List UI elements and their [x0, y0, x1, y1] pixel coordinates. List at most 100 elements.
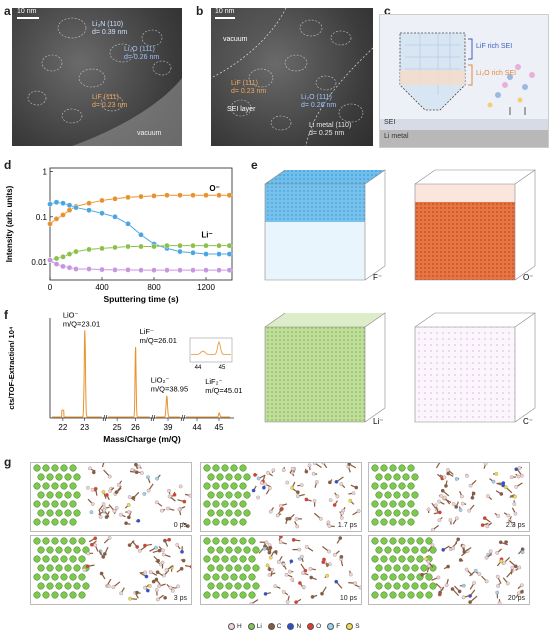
atom — [151, 579, 156, 584]
li-atom — [243, 491, 251, 499]
x-tick-label-d: 1200 — [197, 283, 215, 292]
atom — [348, 572, 353, 577]
li-atom — [402, 564, 410, 572]
atom — [82, 567, 87, 572]
atom — [131, 496, 136, 500]
atom — [451, 546, 456, 550]
data-point-d — [177, 267, 183, 273]
atom — [427, 564, 431, 568]
peak-label-f: LiF₂⁻ — [205, 377, 222, 386]
li-atom — [225, 564, 233, 572]
panel-label-f: f — [4, 308, 8, 322]
atom — [186, 524, 190, 528]
axis-break-f: // — [103, 414, 108, 423]
data-point-d — [125, 220, 131, 227]
li-atom — [51, 482, 59, 490]
li-atom — [42, 500, 50, 508]
box-label-c: C⁻ — [523, 417, 533, 426]
atom — [259, 481, 264, 485]
atom — [102, 508, 107, 513]
data-point-d — [60, 263, 66, 270]
atom — [127, 543, 132, 548]
li-atom — [393, 582, 401, 590]
li-atom — [51, 537, 59, 545]
chart-tof-depth-profile: 0 400 800 1200 0.01 0.1 1 Sputtering time (s) In… — [5, 168, 233, 304]
atom — [511, 522, 516, 526]
atom — [433, 503, 438, 508]
x-tick-label-f: 25 — [113, 423, 122, 432]
atom — [457, 589, 462, 594]
atom — [484, 555, 489, 560]
atom — [178, 484, 183, 489]
legend-label: F — [336, 623, 341, 630]
tem-image-b: 10 nm vacuum LiF (111) d= 0.23 nm Li₂O (… — [211, 8, 373, 146]
atom — [300, 554, 304, 559]
atom — [86, 485, 90, 490]
li-atom — [384, 473, 392, 481]
atom — [460, 494, 464, 499]
atom — [105, 493, 109, 497]
li-atom — [429, 582, 437, 590]
li-atom — [216, 546, 224, 554]
li-atom — [60, 573, 68, 581]
atom — [304, 497, 309, 502]
li-atom — [221, 500, 229, 508]
atom — [299, 483, 304, 488]
li-atom — [46, 491, 54, 499]
md-snapshot: 0 ps — [30, 462, 192, 532]
legend-dot — [287, 623, 295, 630]
data-point-d — [47, 201, 53, 207]
atom — [175, 543, 180, 547]
atom — [161, 548, 165, 553]
data-point-d — [47, 257, 53, 263]
li-atom — [425, 591, 433, 599]
md-snapshot: 1.7 ps — [200, 462, 362, 532]
li-atom — [411, 473, 419, 481]
data-point-d — [177, 192, 183, 199]
atom — [155, 570, 160, 575]
li-atom — [51, 464, 59, 472]
atom — [503, 485, 508, 490]
li-atom — [380, 555, 388, 563]
li-atom — [393, 546, 401, 554]
atom — [473, 568, 478, 573]
atom — [270, 567, 275, 572]
li-atom — [407, 482, 415, 490]
legend-label: Li — [256, 623, 262, 630]
data-point-d — [86, 246, 92, 253]
data-point-d — [60, 200, 66, 206]
li-atom — [411, 582, 419, 590]
atom — [307, 463, 312, 468]
li-atom — [230, 464, 238, 472]
atom — [517, 591, 521, 596]
data-point-d — [177, 242, 183, 249]
li-atom — [407, 518, 415, 526]
atom — [442, 495, 447, 500]
data-point-d — [151, 267, 157, 273]
li-atom — [216, 582, 224, 590]
li-atom — [230, 500, 238, 508]
li-atom — [243, 582, 251, 590]
li-atom — [51, 591, 59, 599]
li-atom — [42, 573, 50, 581]
atom — [163, 595, 167, 600]
atom — [114, 506, 119, 510]
atom — [468, 600, 472, 604]
li-atom — [420, 564, 428, 572]
panel-label-a: a — [4, 4, 11, 18]
atom — [116, 483, 121, 487]
atom — [295, 494, 300, 499]
md-snapshot-drawing — [371, 537, 525, 604]
legend-dot — [267, 623, 275, 630]
atom — [448, 518, 453, 522]
data-point-d — [151, 243, 157, 250]
atom — [514, 485, 519, 489]
li-atom — [239, 464, 247, 472]
atom — [424, 556, 429, 561]
atom — [513, 511, 518, 516]
atom — [265, 563, 270, 568]
atom — [304, 545, 309, 549]
li-atom — [230, 537, 238, 545]
atom — [340, 511, 344, 516]
li-atom — [33, 591, 41, 599]
